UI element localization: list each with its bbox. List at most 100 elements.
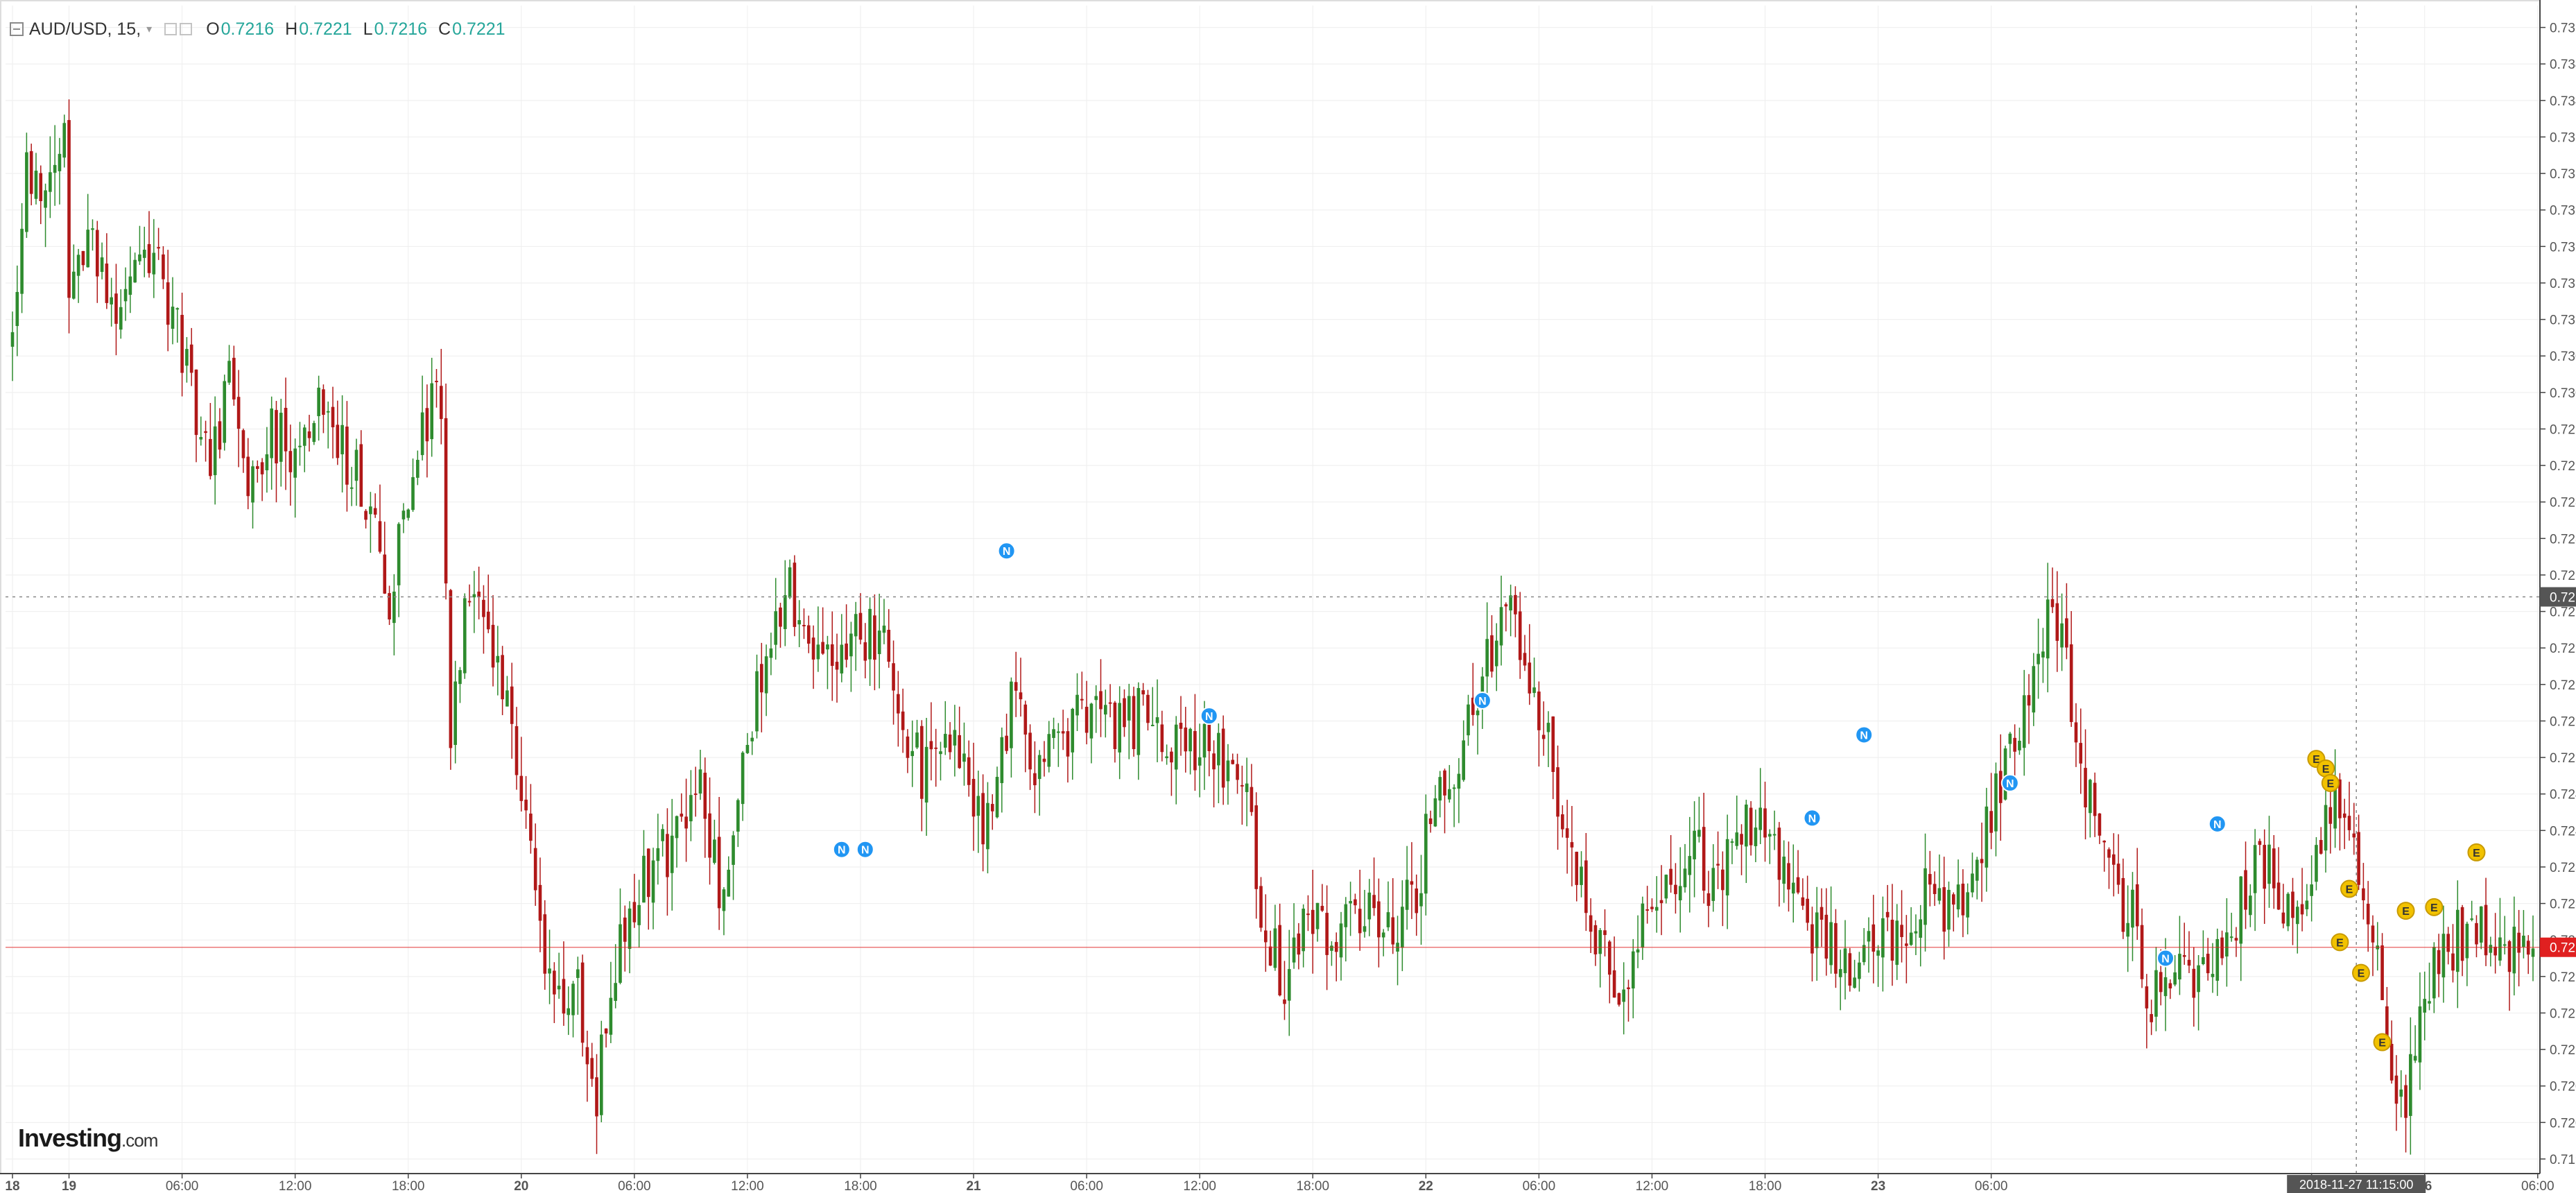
news-icon[interactable] [1200,707,1218,726]
news-event-marker[interactable]: N [997,542,1016,560]
candle [1198,723,1202,798]
economic-calendar-icon[interactable] [2352,963,2371,982]
news-event-marker[interactable]: N [1855,726,1874,744]
candle [1895,904,1899,980]
candle [759,642,763,732]
candle-body [100,257,104,273]
symbol-label[interactable]: AUD/USD, 15, [29,19,141,39]
candle [1848,947,1852,992]
candle-body [1367,892,1372,920]
candle-body [1410,881,1414,885]
candle [553,962,556,1024]
candle [1381,929,1385,956]
news-icon[interactable] [832,840,851,859]
news-event-marker[interactable]: N [1473,691,1492,710]
candle-body [53,164,57,173]
economic-calendar-icon[interactable] [2396,902,2415,920]
economic-calendar-icon[interactable] [2373,1033,2392,1052]
candle-body [2041,651,2045,658]
candle-body [2150,1014,2153,1022]
candle [1745,800,1748,884]
candle [1890,884,1894,986]
candle-body [553,970,556,995]
news-icon[interactable] [1855,726,1874,744]
candle-body [538,884,542,921]
candle [62,114,67,168]
economic-calendar-icon[interactable] [2321,773,2340,792]
candle-body [1184,727,1188,752]
candle [392,574,396,655]
economic-event-marker[interactable]: E [2331,933,2349,952]
candle-body [651,860,655,903]
economic-event-marker[interactable]: E [2352,963,2371,982]
chevron-down-icon[interactable]: ▾ [146,24,153,35]
candle-body [2362,888,2365,900]
candle [199,416,203,446]
news-event-marker[interactable]: N [2000,773,2019,792]
economic-event-marker[interactable]: E [2321,773,2340,792]
candle [2315,836,2318,891]
economic-event-marker[interactable]: E [2340,879,2359,898]
candle-body [2324,805,2328,851]
economic-event-marker[interactable]: E [2467,843,2486,861]
collapse-icon[interactable] [10,22,24,36]
news-icon[interactable] [2000,773,2019,792]
price-axis[interactable]: 0.7350 0.7345 0.7340 0.7335 0.7330 0.7325 0.73… [2539,0,2576,1193]
candle [816,606,820,672]
candle-body [854,614,858,637]
news-event-marker[interactable]: N [1200,707,1218,726]
news-event-marker[interactable]: N [1803,809,1822,827]
candle-body [1580,866,1583,885]
economic-calendar-icon[interactable] [2425,898,2444,916]
economic-event-marker[interactable]: E [2373,1033,2392,1052]
candle-body [1664,875,1668,899]
news-event-marker[interactable]: N [2208,814,2227,833]
news-icon[interactable] [1803,809,1822,827]
candle [2093,772,2097,837]
crosshair-price-label: 0.7272 [2550,591,2576,606]
candle-body [2479,906,2483,943]
candle-body [1037,755,1041,780]
candle [2037,618,2040,699]
news-event-marker[interactable]: N [856,840,874,859]
candle-body [953,730,957,746]
candle-body [2220,937,2224,959]
settings-icon[interactable] [164,23,178,35]
candle [1457,758,1461,823]
candle-body [2050,599,2055,608]
economic-calendar-icon[interactable] [2340,879,2359,898]
candle [449,589,453,770]
candle-body [1476,710,1480,716]
event-marker-letter: E [2358,968,2365,980]
economic-event-marker[interactable]: E [2425,898,2444,916]
price-tick-label: 0.7310 [2550,314,2576,328]
economic-calendar-icon[interactable] [2331,933,2349,952]
news-icon[interactable] [997,542,1016,560]
time-tick-label: 12:00 [279,1179,312,1193]
candle-body [1669,868,1672,885]
candle-body [496,655,500,663]
candle-body [340,424,344,454]
candle-body [863,642,867,661]
candle [981,774,985,872]
time-axis[interactable]: 18 19 06:00 12:00 18:00 20 06:00 12:00 18:00 21 06… [0,1173,2576,1193]
candle-body [873,615,876,660]
news-icon[interactable] [2208,814,2227,833]
candle [1000,727,1004,813]
candle [2032,653,2036,726]
candle-body [2008,733,2012,744]
news-icon[interactable] [2156,949,2175,968]
news-icon[interactable] [1473,691,1492,710]
close-icon[interactable] [180,23,193,35]
candle-body [29,151,33,194]
economic-event-marker[interactable]: E [2396,902,2415,920]
economic-calendar-icon[interactable] [2467,843,2486,861]
news-event-marker[interactable]: N [2156,949,2175,968]
news-event-marker[interactable]: N [832,840,851,859]
candle-body [2380,945,2384,1000]
candle-body [1075,694,1079,716]
candle-body [138,254,141,261]
news-icon[interactable] [856,840,874,859]
